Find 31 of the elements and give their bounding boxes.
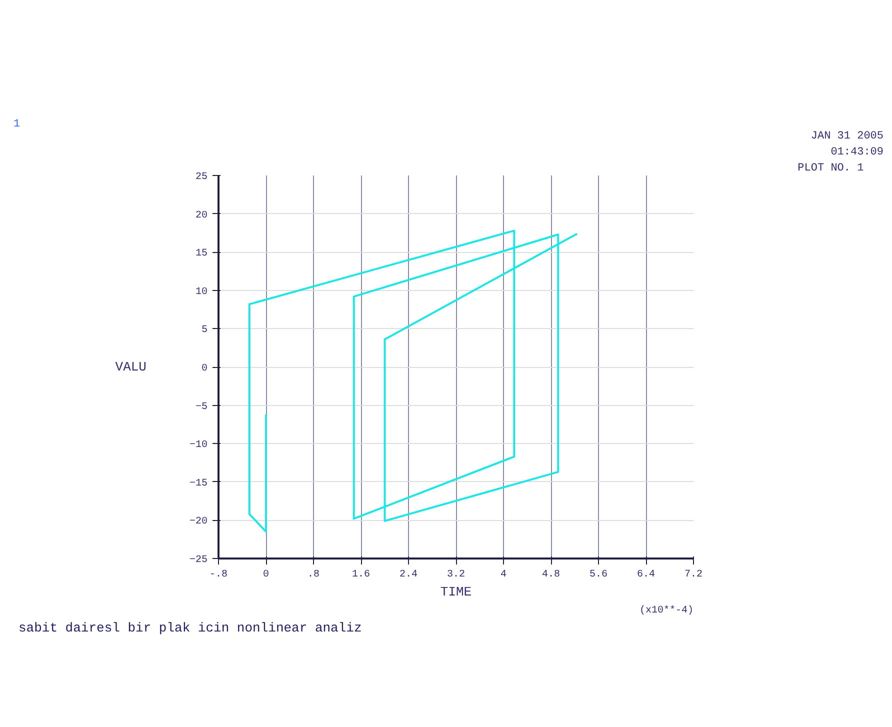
text: 01:43:09	[830, 146, 884, 158]
y-axis-title: VALU	[115, 360, 147, 374]
x-tick-label: 4	[500, 570, 507, 580]
text: 1	[14, 118, 20, 130]
x-tick-label: 5.6	[590, 570, 608, 580]
y-tick-label: −20	[189, 516, 208, 528]
y-tick-label: 0	[202, 364, 208, 374]
y-tick-label: −10	[189, 440, 208, 452]
x-tick-label: 2.4	[400, 570, 418, 580]
x-tick-label: 1.6	[352, 570, 370, 580]
x-tick-label: -.8	[210, 570, 228, 580]
text: (x10**-4)	[639, 604, 694, 616]
x-tick-label: 3.2	[447, 570, 466, 580]
x-tick-label: 7.2	[684, 570, 703, 580]
y-tick-label: −25	[189, 555, 208, 566]
text: sabit dairesl bir plak icin nonlinear analiz	[18, 620, 362, 636]
y-tick-label: 10	[196, 286, 208, 298]
y-tick-label: 5	[202, 325, 208, 336]
y-tick-label: 15	[196, 248, 208, 260]
y-tick-label: −15	[189, 478, 208, 490]
x-tick-label: .8	[308, 570, 320, 580]
line-series	[248, 230, 578, 533]
x-tick-label: 4.8	[542, 570, 560, 580]
y-tick-label: −5	[196, 402, 208, 413]
text: PLOT NO. 1	[798, 162, 864, 174]
x-tick-label: 0	[263, 570, 270, 580]
y-tick-label: 25	[196, 172, 208, 183]
text: JAN 31 2005	[810, 130, 884, 142]
x-axis-title: TIME	[440, 584, 472, 600]
x-tick-label: 6.4	[637, 570, 656, 580]
y-tick-label: 20	[196, 210, 208, 222]
